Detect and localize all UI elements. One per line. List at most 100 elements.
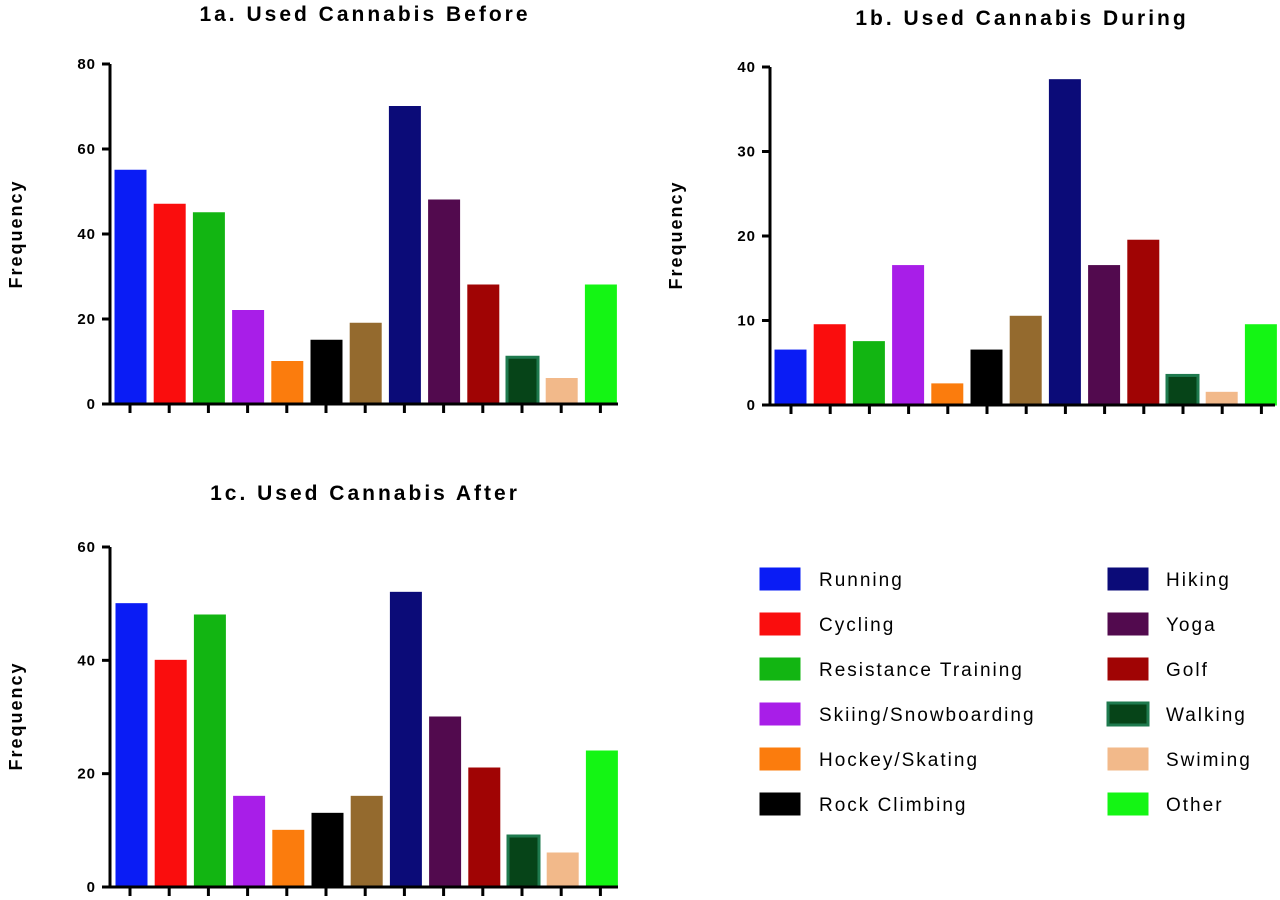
bars [114,106,617,406]
y-ticks: 0 20 40 60 [77,539,110,896]
y-ticks: 0 10 20 30 40 [737,59,770,414]
y-tick-label: 80 [77,56,96,73]
legend-swatch [1107,612,1149,636]
legend-swatch [1107,657,1149,681]
y-tick-label: 0 [87,879,96,896]
axes [108,547,618,896]
bar-resistance-training [193,614,226,888]
y-tick-label: 20 [737,228,756,245]
bar-hiking [388,106,421,405]
chart-title: 1a. Used Cannabis Before [199,3,530,26]
bar-hiking [1048,79,1081,406]
axes [768,67,1275,414]
y-tick-label: 0 [747,397,756,414]
legend-label: Running [819,570,904,591]
legend-label: Other [1166,795,1224,816]
bar-golf [468,767,501,888]
legend-swatch [1106,701,1150,727]
bar-swiming [1205,391,1238,406]
bar-golf [1127,239,1160,406]
y-axis-label: Frequency [6,661,26,770]
bar-cycling [153,203,186,405]
y-tick-label: 20 [77,766,96,783]
bar-swiming [546,852,579,888]
bar-cycling [154,659,187,888]
legend-swatch [759,792,801,816]
legend-label: Walking [1166,705,1247,726]
bar-hockey-skating [931,383,964,406]
bar-skiing-snowboarding [232,310,265,405]
bars [115,591,618,889]
legend-swatch [759,567,801,591]
legend-label: Cycling [819,615,895,636]
bar-yoga [1088,265,1121,406]
legend-swatch [759,747,801,771]
bar-rock-climbing [970,349,1003,406]
y-axis-label: Frequency [6,179,26,288]
bar-hiking [389,591,422,888]
legend: Running Cycling Resistance Training Skiing/… [759,567,1252,816]
bar-cycling [813,324,846,406]
bar-extra [349,322,382,405]
legend-label: Golf [1166,660,1209,681]
legend-label: Skiing/Snowboarding [819,705,1036,726]
legend-item-running: Running [759,567,904,591]
y-tick-label: 20 [77,311,96,328]
bar-rock-climbing [310,339,343,405]
bar-hockey-skating [271,361,304,405]
legend-label: Rock Climbing [819,795,967,816]
bar-yoga [429,716,462,888]
bar-other [1244,324,1277,406]
bar-skiing-snowboarding [892,265,925,406]
legend-item-swiming: Swiming [1107,747,1252,771]
bar-rock-climbing [311,812,344,888]
legend-item-walking: Walking [1106,701,1247,727]
chart-panel-1b: 1b. Used Cannabis During Frequency 0 10 20… [666,7,1277,414]
y-axis-label: Frequency [666,180,686,289]
legend-item-rock-climbing: Rock Climbing [759,792,967,816]
bar-resistance-training [192,212,225,405]
y-tick-label: 60 [77,141,96,158]
legend-swatch [759,657,801,681]
bar-swiming [545,378,578,405]
legend-swatch [1107,792,1149,816]
legend-item-golf: Golf [1107,657,1209,681]
legend-label: Hiking [1166,570,1231,591]
bar-running [115,603,148,888]
legend-item-resistance-training: Resistance Training [759,657,1024,681]
legend-item-hiking: Hiking [1107,567,1231,591]
legend-item-hockey-skating: Hockey/Skating [759,747,979,771]
legend-item-other: Other [1107,792,1224,816]
y-tick-label: 30 [737,144,756,161]
legend-swatch [1107,747,1149,771]
legend-label: Swiming [1166,750,1252,771]
y-tick-label: 40 [77,226,96,243]
bar-walking [506,834,541,889]
bar-yoga [428,199,461,405]
legend-item-cycling: Cycling [759,612,895,636]
bar-walking [1165,373,1200,407]
bar-extra [1009,315,1042,406]
y-tick-label: 60 [77,539,96,556]
y-ticks: 0 20 40 60 80 [77,56,110,413]
bar-skiing-snowboarding [233,795,266,888]
bars [774,79,1277,407]
legend-swatch [759,612,801,636]
legend-item-skiing-snowboarding: Skiing/Snowboarding [759,702,1036,726]
bar-extra [350,795,383,888]
bar-running [774,349,807,406]
y-tick-label: 40 [737,59,756,76]
axes [108,64,618,413]
legend-item-yoga: Yoga [1107,612,1217,636]
bar-other [585,750,618,888]
chart-title: 1b. Used Cannabis During [855,7,1188,30]
legend-label: Yoga [1166,615,1217,636]
legend-swatch [759,702,801,726]
chart-title: 1c. Used Cannabis After [210,482,520,505]
y-tick-label: 10 [737,313,756,330]
bar-golf [467,284,500,405]
legend-swatch [1107,567,1149,591]
legend-label: Resistance Training [819,660,1024,681]
legend-label: Hockey/Skating [819,750,979,771]
